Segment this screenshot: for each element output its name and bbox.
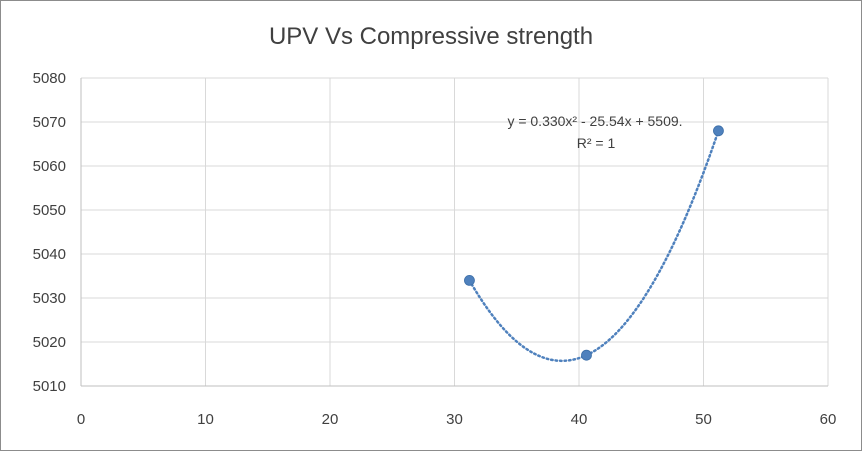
x-tick-label: 50 <box>695 411 712 428</box>
y-axis-tick-labels: 5010 5020 5030 5040 5050 5060 5070 5080 <box>33 70 66 395</box>
y-tick-label: 5050 <box>33 202 66 219</box>
y-tick-label: 5060 <box>33 158 66 175</box>
y-tick-label: 5010 <box>33 378 66 395</box>
data-points <box>464 125 724 361</box>
trendline <box>468 129 720 363</box>
r-squared-label: R² = 1 <box>577 135 616 151</box>
gridlines <box>81 77 829 386</box>
y-tick-label: 5020 <box>33 334 66 351</box>
y-tick-label: 5080 <box>33 70 66 87</box>
x-tick-label: 0 <box>77 411 85 428</box>
x-tick-label: 10 <box>197 411 214 428</box>
trendline-equation: y = 0.330x² - 25.54x + 5509. <box>507 113 682 129</box>
x-tick-label: 40 <box>571 411 588 428</box>
y-tick-label: 5070 <box>33 114 66 131</box>
x-tick-label: 60 <box>820 411 837 428</box>
axes <box>80 78 828 387</box>
y-tick-label: 5040 <box>33 246 66 263</box>
data-point <box>464 274 475 286</box>
x-axis-tick-labels: 0 10 20 30 40 50 60 <box>77 411 837 428</box>
chart-title: UPV Vs Compressive strength <box>269 23 593 50</box>
x-tick-label: 20 <box>322 411 339 428</box>
data-point <box>713 125 724 137</box>
y-tick-label: 5030 <box>33 290 66 307</box>
x-tick-label: 30 <box>446 411 463 428</box>
data-point <box>581 349 592 361</box>
